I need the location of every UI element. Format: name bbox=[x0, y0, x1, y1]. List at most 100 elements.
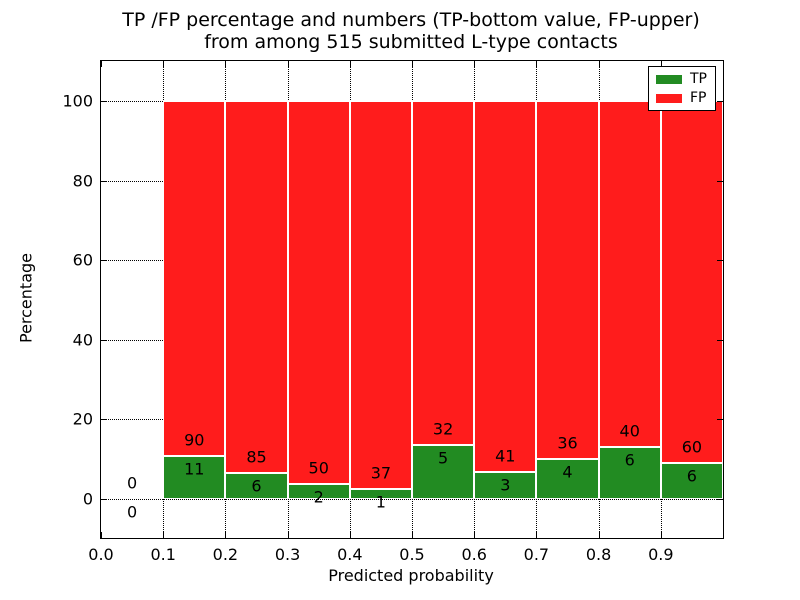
bar-value-fp: 60 bbox=[681, 437, 703, 457]
chart-title-line-1: TP /FP percentage and numbers (TP-bottom… bbox=[122, 9, 700, 31]
x-tick-bottom bbox=[101, 532, 102, 538]
bar-value-fp: 40 bbox=[619, 421, 640, 441]
y-tick-left bbox=[101, 419, 107, 421]
bar-value-tp: 5 bbox=[438, 448, 449, 468]
bar-value-tp: 1 bbox=[375, 492, 386, 512]
x-tick-top bbox=[349, 61, 351, 67]
x-tick-label: 0.6 bbox=[461, 545, 487, 564]
bar-segment-tp bbox=[225, 472, 288, 499]
bar-segment-tp bbox=[536, 459, 599, 499]
bar-value-fp: 50 bbox=[308, 458, 329, 478]
x-tick-label: 0.5 bbox=[399, 545, 425, 564]
x-tick-bottom bbox=[536, 532, 538, 538]
y-tick-label: 60 bbox=[72, 250, 93, 270]
x-tick-label: 0.4 bbox=[337, 545, 363, 564]
legend-label-fp: FP bbox=[690, 90, 707, 106]
y-tick-label: 100 bbox=[62, 91, 93, 111]
bar-value-fp: 37 bbox=[370, 463, 392, 483]
bar-segment-tp bbox=[349, 488, 412, 499]
bar-segment-tp bbox=[474, 471, 537, 499]
bar-value-fp: 0 bbox=[127, 473, 138, 493]
bar-segment-tp bbox=[660, 462, 723, 499]
bar-value-tp: 4 bbox=[562, 462, 573, 482]
y-tick-right bbox=[717, 260, 723, 262]
bar-value-fp: 41 bbox=[495, 446, 516, 466]
bar-segment-fp bbox=[287, 101, 350, 484]
bar-value-fp: 32 bbox=[432, 419, 454, 439]
x-tick-bottom bbox=[225, 532, 227, 538]
x-tick-top bbox=[660, 61, 662, 67]
x-tick-top bbox=[163, 61, 165, 67]
x-tick-label: 0.9 bbox=[648, 545, 674, 564]
bar-value-tp: 0 bbox=[127, 502, 138, 522]
y-tick-right bbox=[717, 419, 723, 421]
bar-value-tp: 6 bbox=[686, 466, 697, 486]
x-tick-top bbox=[474, 61, 476, 67]
x-tick-top bbox=[598, 61, 600, 67]
x-tick-label: 0.3 bbox=[274, 545, 301, 564]
bar-segment-fp bbox=[474, 101, 537, 472]
bar-segment-tp bbox=[163, 455, 226, 499]
x-tick-bottom bbox=[660, 532, 662, 538]
bar-segment-tp bbox=[287, 483, 350, 499]
bar-value-fp: 36 bbox=[557, 433, 578, 453]
x-tick-label: 0.8 bbox=[585, 545, 612, 564]
x-tick-bottom bbox=[598, 532, 600, 538]
x-tick-top bbox=[225, 61, 227, 67]
x-tick-top bbox=[412, 61, 413, 67]
tp-color-swatch bbox=[656, 74, 682, 84]
y-tick-right bbox=[717, 180, 723, 182]
y-tick-left bbox=[101, 339, 107, 341]
y-tick-label: 20 bbox=[72, 409, 93, 429]
chart-title-line-2: from among 515 submitted L-type contacts bbox=[204, 31, 618, 53]
x-axis-label: Predicted probability bbox=[328, 566, 494, 585]
bar-value-tp: 2 bbox=[313, 487, 324, 507]
y-tick-left bbox=[101, 499, 107, 500]
y-tick-label: 80 bbox=[72, 171, 93, 191]
bar-value-fp: 90 bbox=[184, 430, 205, 450]
x-tick-top bbox=[536, 61, 538, 67]
x-tick-label: 0.0 bbox=[88, 545, 114, 564]
x-tick-bottom bbox=[474, 532, 476, 538]
bar-value-tp: 6 bbox=[624, 450, 635, 470]
y-tick-right bbox=[717, 499, 723, 500]
bar-segment-tp bbox=[598, 447, 661, 499]
plot-area: TP FP 0 20 40 60 80 100 0.0 0.1 0.2 0.3 0.4 0.5 0.6 0… bbox=[62, 60, 724, 564]
legend-item-tp: TP bbox=[656, 72, 707, 86]
x-tick-bottom bbox=[287, 532, 289, 538]
bar-segment-fp bbox=[163, 101, 226, 456]
bar-segment-fp bbox=[660, 101, 723, 463]
legend-label-tp: TP bbox=[690, 71, 707, 87]
bar-value-tp: 3 bbox=[500, 475, 511, 495]
bar-segment-fp bbox=[225, 101, 288, 473]
x-tick-bottom bbox=[163, 532, 165, 538]
bar-segment-tp bbox=[412, 445, 475, 499]
y-tick-right bbox=[717, 339, 723, 341]
bar-value-fp: 85 bbox=[246, 447, 267, 467]
y-tick-right bbox=[717, 101, 723, 103]
bar-segment-fp bbox=[598, 101, 661, 448]
y-tick-left bbox=[101, 101, 107, 103]
x-tick-label: 0.2 bbox=[212, 545, 239, 564]
x-tick-label: 0.1 bbox=[150, 545, 176, 564]
y-tick-label: 40 bbox=[72, 330, 93, 350]
bar-value-tp: 11 bbox=[184, 459, 205, 479]
x-tick-label: 0.7 bbox=[523, 545, 550, 564]
bar-segment-fp bbox=[349, 101, 412, 489]
y-tick-left bbox=[101, 260, 107, 262]
y-axis-label: Percentage bbox=[16, 252, 36, 344]
legend-box: TP FP bbox=[648, 66, 716, 111]
bar-segment-fp bbox=[536, 101, 599, 460]
bar-value-tp: 6 bbox=[251, 476, 262, 496]
chart-title: TP /FP percentage and numbers (TP-bottom… bbox=[122, 9, 700, 53]
x-tick-top bbox=[287, 61, 289, 67]
x-tick-top bbox=[101, 61, 102, 67]
bar-segment-fp bbox=[412, 101, 475, 446]
x-tick-bottom bbox=[412, 532, 413, 538]
y-tick-label: 0 bbox=[82, 489, 93, 509]
x-tick-bottom bbox=[349, 532, 351, 538]
y-tick-left bbox=[101, 180, 107, 182]
legend-item-fp: FP bbox=[656, 91, 707, 105]
fp-color-swatch bbox=[656, 93, 682, 103]
